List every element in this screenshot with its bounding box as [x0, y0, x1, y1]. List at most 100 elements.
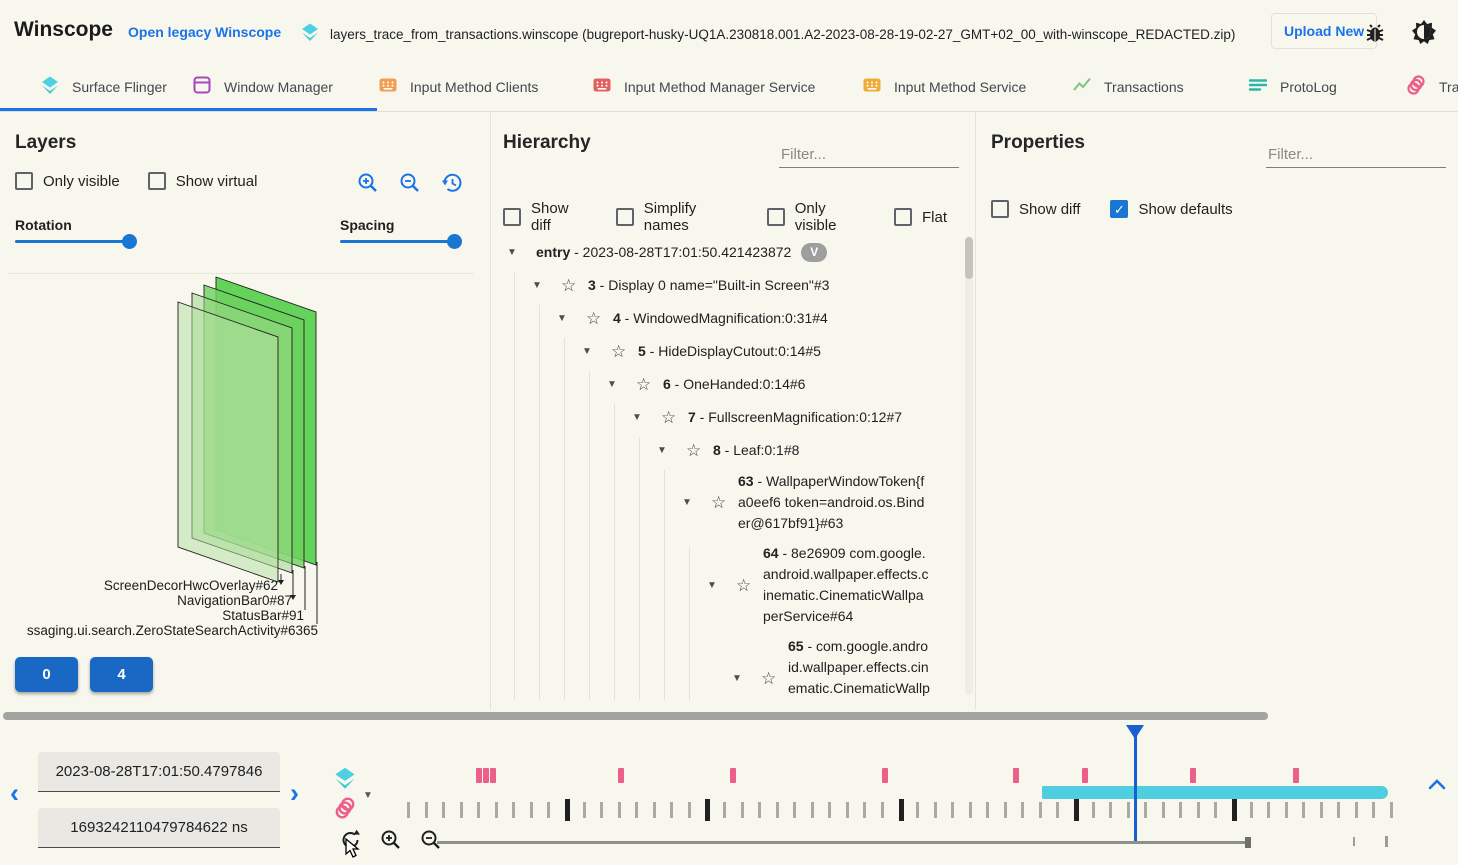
- rotation-slider[interactable]: [15, 233, 137, 249]
- tab-transactions[interactable]: Transactions: [1072, 62, 1184, 111]
- chevron-down-icon[interactable]: ▼: [707, 579, 717, 591]
- hierarchy-scrollbar[interactable]: [965, 237, 973, 695]
- only-visible-checkbox[interactable]: Only visible: [766, 200, 866, 234]
- tab-window-manager[interactable]: Window Manager: [192, 62, 333, 111]
- transition-mark[interactable]: [881, 768, 888, 783]
- star-icon[interactable]: ☆: [661, 407, 677, 427]
- show-diff-checkbox[interactable]: Show diff: [503, 200, 588, 234]
- chevron-down-icon[interactable]: ▼: [607, 378, 617, 390]
- star-icon[interactable]: ☆: [711, 493, 727, 512]
- star-icon[interactable]: ☆: [636, 374, 652, 394]
- tree-row[interactable]: ▼ ☆ 4 - WindowedMagnification:0:31#4: [557, 308, 828, 328]
- chevron-down-icon[interactable]: ▼: [682, 497, 692, 508]
- show-diff-checkbox[interactable]: Show diff: [991, 200, 1080, 218]
- upload-new-button[interactable]: Upload New: [1271, 13, 1378, 49]
- tab-surface-flinger[interactable]: Surface Flinger: [40, 62, 167, 111]
- previous-entry-button[interactable]: ‹: [10, 778, 19, 808]
- timeline-zoom-in-icon[interactable]: [378, 828, 404, 854]
- simplify-names-checkbox[interactable]: Simplify names: [615, 200, 739, 234]
- tab-protolog[interactable]: ProtoLog: [1248, 62, 1337, 111]
- timeline-tick: [705, 799, 711, 821]
- transitions-icon[interactable]: [333, 796, 357, 825]
- star-icon[interactable]: ☆: [686, 440, 702, 460]
- transition-mark[interactable]: [1190, 768, 1197, 783]
- tree-row-display[interactable]: ▼ ☆ 3 - Display 0 name="Built-in Screen"…: [532, 275, 830, 295]
- show-defaults-checkbox[interactable]: Show defaults: [1110, 200, 1233, 218]
- checkbox-box[interactable]: [15, 172, 33, 190]
- chevron-down-icon[interactable]: ▼: [732, 672, 742, 684]
- tree-row[interactable]: ▼ ☆ 63 - WallpaperWindowToken{fa0eef6 to…: [682, 473, 925, 531]
- collapse-timeline-icon[interactable]: [1424, 776, 1450, 795]
- tab-input-method-clients[interactable]: Input Method Clients: [378, 62, 538, 111]
- star-icon[interactable]: ☆: [561, 275, 577, 295]
- slider-thumb[interactable]: [447, 234, 462, 249]
- bug-report-icon[interactable]: [1363, 21, 1387, 45]
- tree-row[interactable]: ▼ ☆ 6 - OneHanded:0:14#6: [607, 374, 806, 394]
- dark-mode-toggle-icon[interactable]: [1411, 19, 1436, 44]
- star-icon[interactable]: ☆: [586, 308, 602, 328]
- zoom-in-icon[interactable]: [355, 171, 380, 196]
- open-legacy-link[interactable]: Open legacy Winscope: [128, 24, 282, 40]
- properties-panel: Properties Show diff Show defaults: [975, 112, 1458, 710]
- display-index-button-0[interactable]: 0: [15, 657, 78, 692]
- star-icon[interactable]: ☆: [761, 668, 777, 688]
- chevron-down-icon[interactable]: ▼: [363, 790, 373, 801]
- timeline-position-marker-handle[interactable]: [1126, 725, 1145, 739]
- chevron-down-icon[interactable]: ▼: [532, 279, 542, 291]
- timeline-tick: [494, 802, 498, 818]
- chevron-down-icon[interactable]: ▼: [582, 345, 592, 357]
- tree-row[interactable]: ▼ ☆ 64 - 8e26909 com.google.android.wall…: [707, 545, 929, 624]
- chevron-down-icon[interactable]: ▼: [557, 312, 567, 324]
- transition-mark[interactable]: [1082, 768, 1089, 783]
- layer-rect[interactable]: [177, 301, 279, 583]
- tree-row[interactable]: ▼ ☆ 5 - HideDisplayCutout:0:14#5: [582, 341, 821, 361]
- show-virtual-checkbox[interactable]: Show virtual: [147, 172, 257, 190]
- slider-thumb[interactable]: [122, 234, 137, 249]
- timeline-range-track[interactable]: [437, 841, 1247, 844]
- transition-mark[interactable]: [482, 768, 489, 783]
- layers-3d-scene[interactable]: [0, 262, 490, 642]
- timeline-tick: [1267, 802, 1271, 818]
- tab-input-method-service[interactable]: Input Method Service: [862, 62, 1026, 111]
- zoom-out-icon[interactable]: [397, 171, 422, 196]
- tree-row[interactable]: ▼ ☆ 7 - FullscreenMagnification:0:12#7: [632, 407, 903, 427]
- star-icon[interactable]: ☆: [736, 575, 752, 595]
- scrollbar-thumb[interactable]: [965, 237, 973, 279]
- chevron-down-icon[interactable]: ▼: [507, 246, 517, 258]
- properties-filter-input[interactable]: [1266, 142, 1446, 167]
- transition-mark[interactable]: [618, 768, 625, 783]
- human-time-input[interactable]: [38, 752, 280, 791]
- tab-transitions[interactable]: Transitions: [1405, 62, 1458, 111]
- chevron-down-icon[interactable]: ▼: [657, 444, 667, 456]
- timeline-zoom-out-icon[interactable]: [418, 828, 444, 854]
- chevron-down-icon[interactable]: ▼: [632, 411, 642, 423]
- transition-mark[interactable]: [730, 768, 737, 783]
- list-icon: [1248, 75, 1268, 98]
- spacing-slider[interactable]: [340, 233, 462, 249]
- refresh-icon[interactable]: [338, 828, 364, 854]
- checkbox-box[interactable]: [147, 172, 166, 190]
- transition-mark[interactable]: [1012, 768, 1019, 783]
- layers-icon[interactable]: [333, 766, 357, 795]
- transition-mark[interactable]: [489, 768, 496, 783]
- surface-flinger-trace-bar[interactable]: [1042, 786, 1389, 799]
- next-entry-button[interactable]: ›: [290, 778, 299, 808]
- panel-resize-scrollbar[interactable]: [3, 712, 1268, 720]
- tree-row[interactable]: ▼ ☆ 65 - com.google.android.wallpaper.ef…: [732, 638, 930, 696]
- reset-view-history-icon[interactable]: [439, 171, 464, 196]
- timeline-canvas[interactable]: [407, 710, 1393, 860]
- only-visible-checkbox[interactable]: Only visible: [15, 172, 120, 190]
- transition-mark[interactable]: [475, 768, 482, 783]
- timeline-range-handle[interactable]: [1245, 837, 1251, 848]
- hierarchy-filter-input[interactable]: [779, 142, 959, 167]
- tree-row[interactable]: ▼ ☆ 8 - Leaf:0:1#8: [657, 440, 800, 460]
- star-icon[interactable]: ☆: [611, 341, 627, 361]
- ns-time-input[interactable]: [38, 808, 280, 847]
- timeline-position-marker[interactable]: [1133, 728, 1137, 842]
- tab-input-method-manager-service[interactable]: Input Method Manager Service: [592, 62, 815, 111]
- timeline-tick: [880, 802, 884, 818]
- display-index-button-4[interactable]: 4: [90, 657, 153, 692]
- flat-checkbox[interactable]: Flat: [893, 200, 947, 234]
- transition-mark[interactable]: [1292, 768, 1299, 783]
- tree-row-entry[interactable]: ▼ entry - 2023-08-28T17:01:50.421423872 …: [491, 240, 931, 264]
